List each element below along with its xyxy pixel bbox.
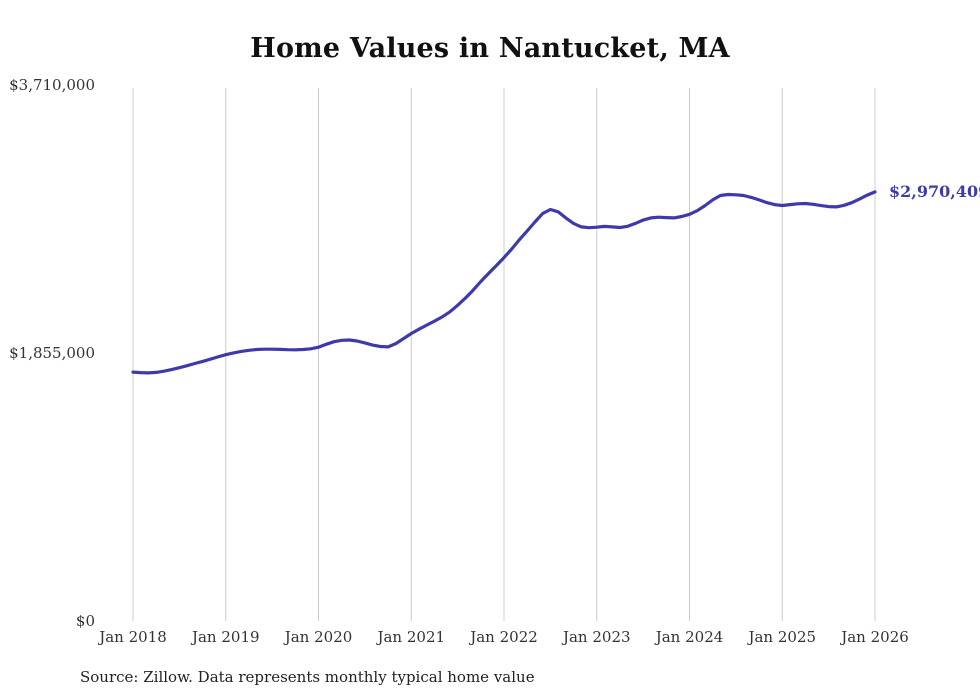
line-series-home-values bbox=[131, 190, 877, 375]
x-axis-tick: Jan 2019 bbox=[190, 628, 260, 646]
x-axis-tick: Jan 2026 bbox=[839, 628, 909, 646]
x-axis-tick: Jan 2024 bbox=[654, 628, 724, 646]
y-axis-tick: $3,710,000 bbox=[9, 76, 95, 94]
chart-title: Home Values in Nantucket, MA bbox=[250, 33, 730, 64]
x-axis-tick: Jan 2021 bbox=[375, 628, 445, 646]
y-axis-tick: $0 bbox=[76, 612, 95, 630]
y-axis-tick: $1,855,000 bbox=[9, 344, 95, 362]
x-axis-tick: Jan 2022 bbox=[468, 628, 538, 646]
x-axis-tick: Jan 2020 bbox=[283, 628, 353, 646]
x-axis-tick: Jan 2023 bbox=[561, 628, 631, 646]
x-axis-tick: Jan 2025 bbox=[746, 628, 816, 646]
source-note: Source: Zillow. Data represents monthly … bbox=[80, 668, 535, 686]
latest-value-label: $2,970,409 bbox=[889, 182, 980, 201]
x-axis-tick: Jan 2018 bbox=[97, 628, 167, 646]
